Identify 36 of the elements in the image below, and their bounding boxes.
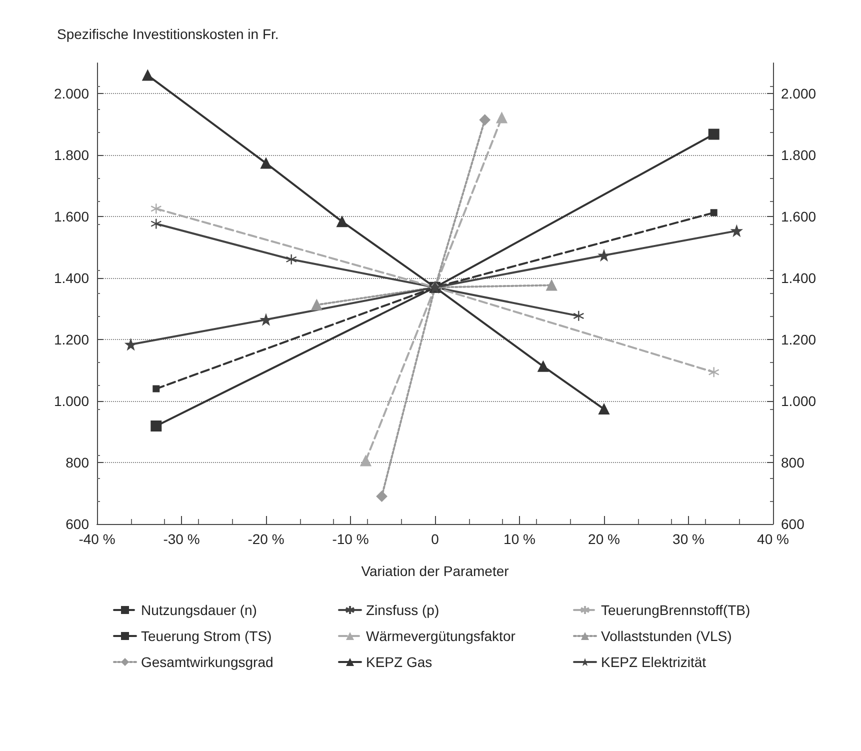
x-tick-label: 0: [431, 531, 440, 547]
legend-label: Gesamtwirkungsgrad: [141, 654, 274, 670]
legend-label: Zinsfuss (p): [366, 602, 440, 618]
legend-label: TeuerungBrennstoff(TB): [601, 602, 750, 618]
legend-label: Wärmevergütungsfaktor: [366, 628, 516, 644]
legend-label: KEPZ Elektrizität: [601, 654, 706, 670]
legend-label: Nutzungsdauer (n): [141, 602, 257, 618]
x-tick-label: -30 %: [163, 531, 200, 547]
y-axis-title: Spezifische Investitionskosten in Fr.: [57, 26, 279, 42]
y-tick-label: 1.800: [54, 147, 90, 164]
legend-label: Teuerung Strom (TS): [141, 628, 272, 644]
x-tick-label: 30 %: [672, 531, 704, 547]
y2-tick-label: 1.200: [781, 332, 816, 348]
x-tick-label: -40 %: [78, 531, 116, 547]
x-tick-label: -10 %: [332, 531, 369, 547]
y-tick-label: 2.000: [54, 86, 90, 102]
x-tick-label: 10 %: [504, 531, 536, 547]
y2-tick-label: 1.800: [781, 147, 816, 164]
y-tick-label: 1.000: [54, 393, 90, 410]
y2-tick-label: 600: [781, 516, 805, 532]
y2-tick-label: 1.600: [781, 208, 816, 225]
y-tick-label: 800: [66, 454, 90, 471]
x-tick-label: 40 %: [757, 531, 789, 547]
y-tick-label: 600: [66, 516, 90, 532]
y2-tick-label: 800: [781, 454, 805, 471]
legend-label: KEPZ Gas: [366, 654, 432, 670]
legend-label: Vollaststunden (VLS): [601, 628, 732, 644]
x-tick-label: -20 %: [248, 531, 284, 547]
y2-tick-label: 2.000: [781, 86, 816, 102]
y2-tick-label: 1.400: [781, 270, 816, 286]
x-axis-title: Variation der Parameter: [361, 563, 510, 579]
y-tick-label: 1.600: [54, 208, 90, 225]
y-tick-label: 1.400: [54, 270, 90, 286]
y2-tick-label: 1.000: [781, 393, 816, 410]
x-tick-label: 20 %: [588, 531, 620, 547]
y-tick-label: 1.200: [54, 332, 90, 348]
